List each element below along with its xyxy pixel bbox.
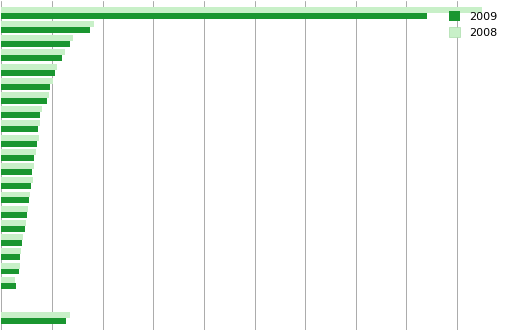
Bar — [2, 248, 21, 254]
Bar — [2, 312, 70, 318]
Bar — [2, 92, 49, 98]
Bar — [2, 206, 28, 212]
Bar — [2, 141, 37, 147]
Bar — [2, 155, 34, 161]
Bar — [2, 234, 23, 240]
Bar — [2, 135, 39, 141]
Bar — [2, 70, 54, 75]
Bar — [2, 106, 42, 112]
Bar — [2, 64, 57, 70]
Bar — [2, 112, 40, 118]
Bar — [2, 21, 94, 27]
Bar — [2, 163, 34, 169]
Bar — [2, 220, 26, 226]
Bar — [2, 27, 90, 33]
Bar — [2, 212, 27, 218]
Bar — [2, 49, 65, 55]
Bar — [2, 169, 32, 175]
Bar — [2, 98, 47, 104]
Bar — [2, 13, 427, 19]
Bar — [2, 268, 19, 274]
Bar — [2, 84, 50, 90]
Legend: 2009, 2008: 2009, 2008 — [445, 7, 502, 42]
Bar — [2, 240, 22, 246]
Bar — [2, 283, 16, 289]
Bar — [2, 277, 15, 283]
Bar — [2, 35, 73, 41]
Bar — [2, 198, 29, 204]
Bar — [2, 55, 62, 61]
Bar — [2, 126, 38, 132]
Bar — [2, 192, 30, 198]
Bar — [2, 149, 36, 155]
Bar — [2, 254, 20, 260]
Bar — [2, 120, 40, 126]
Bar — [2, 318, 66, 324]
Bar — [2, 226, 25, 232]
Bar — [2, 7, 483, 13]
Bar — [2, 262, 20, 268]
Bar — [2, 183, 31, 189]
Bar — [2, 41, 70, 47]
Bar — [2, 177, 33, 183]
Bar — [2, 78, 53, 84]
